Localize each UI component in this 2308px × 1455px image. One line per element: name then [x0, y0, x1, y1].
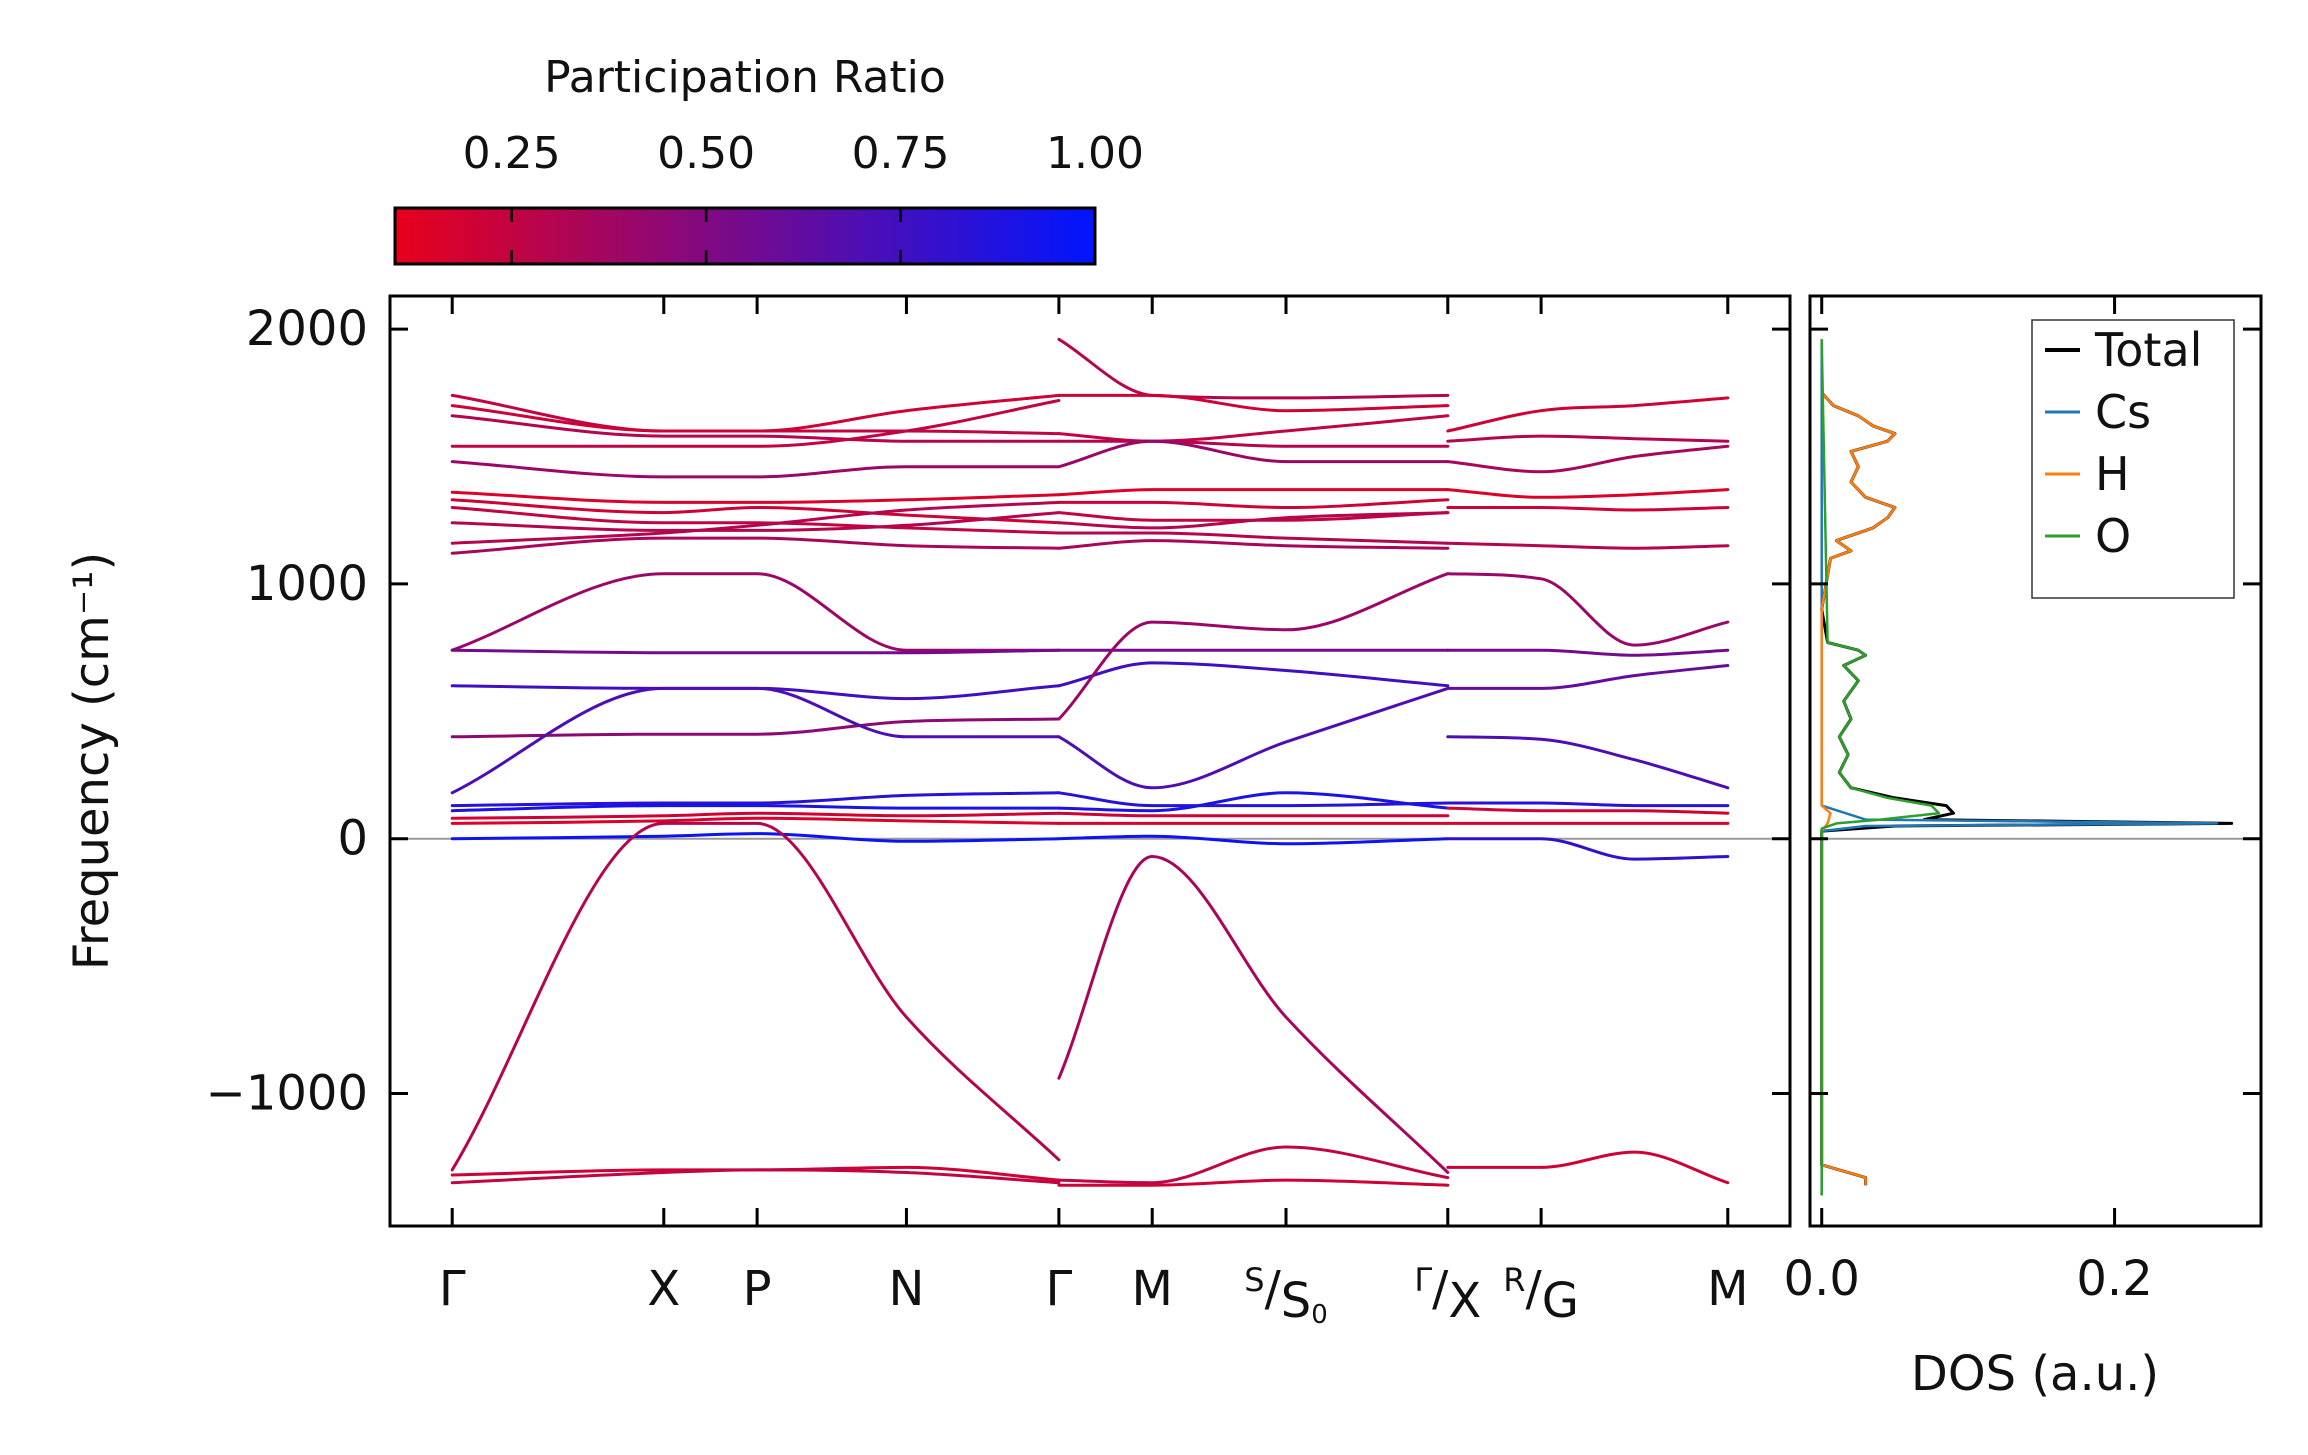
- phonon-bands: [450, 337, 1730, 1187]
- legend-label: O: [2095, 509, 2131, 563]
- phonon-band: [1057, 1178, 1450, 1187]
- y-tick-label: 1000: [246, 556, 368, 612]
- phonon-band: [1057, 393, 1450, 413]
- dos-curves: [1820, 339, 2234, 1196]
- phonon-band: [1057, 498, 1450, 510]
- phonon-band: [1057, 791, 1450, 813]
- colorbar: Participation Ratio 0.25 0.50 0.75 1.00: [393, 52, 1144, 266]
- phonon-band: [1446, 572, 1730, 647]
- phonon-band: [450, 791, 1061, 808]
- phonon-band: [1446, 806, 1730, 815]
- phonon-band: [1446, 801, 1730, 808]
- kpoint-label: Γ/X: [1414, 1261, 1481, 1329]
- phonon-band: [1057, 439, 1450, 448]
- legend-label: Cs: [2095, 385, 2151, 439]
- phonon-band: [450, 500, 1061, 545]
- phonon-band: [1057, 511, 1450, 530]
- kpoint-label: X: [647, 1261, 680, 1317]
- phonon-band: [1446, 648, 1730, 657]
- colorbar-title: Participation Ratio: [544, 52, 946, 103]
- phonon-band: [450, 821, 1061, 1172]
- frequency-axis-ticks: −1000 0 1000 2000: [206, 301, 1790, 1122]
- phonon-band: [1446, 541, 1730, 550]
- phonon-band: [450, 572, 1061, 652]
- legend-label: Total: [2094, 323, 2202, 377]
- phonon-band: [1057, 337, 1450, 400]
- phonon-band: [450, 460, 1061, 479]
- phonon-band: [1446, 396, 1730, 433]
- colorbar-tick-label: 0.25: [463, 128, 561, 179]
- kpoint-label: P: [743, 1261, 772, 1317]
- phonon-band: [450, 816, 1061, 825]
- phonon-band: [450, 536, 1061, 555]
- kpoint-label: M: [1707, 1261, 1748, 1317]
- y-tick-label: −1000: [206, 1066, 368, 1122]
- dos-axes-frame: [1808, 294, 2263, 1228]
- y-tick-label: 0: [337, 811, 368, 867]
- phonon-band: [1057, 811, 1450, 818]
- main-axes-frame: [388, 294, 1792, 1228]
- phonon-band: [1057, 531, 1450, 545]
- dos-panel: 0.0 0.2 DOS (a.u.) Total Cs HO: [1784, 294, 2263, 1402]
- phonon-band: [1057, 834, 1450, 846]
- phonon-band: [450, 811, 1061, 820]
- colorbar-gradient: [393, 206, 1097, 266]
- phonon-band: [450, 832, 1061, 843]
- kpoint-axis-ticks: Γ X P N Γ M S/S0 Γ/X R/G M: [439, 296, 1748, 1330]
- dos-axis-ticks: 0.0 0.2: [1784, 296, 2261, 1307]
- phonon-band: [450, 511, 1061, 532]
- colorbar-tick-label: 1.00: [1046, 128, 1144, 179]
- phonon-band: [1057, 854, 1450, 1174]
- phonon-band: [1057, 572, 1450, 721]
- colorbar-ticks: 0.25 0.50 0.75 1.00: [463, 128, 1144, 264]
- phonon-band: [1057, 539, 1450, 550]
- phonon-band: [1057, 511, 1450, 522]
- phonon-band: [1057, 686, 1450, 790]
- legend-frame: [2031, 319, 2235, 599]
- colorbar-tick-label: 0.50: [657, 128, 755, 179]
- phonon-band: [1057, 488, 1450, 497]
- phonon-band: [1057, 414, 1450, 443]
- band-structure-panel: −1000 0 1000 2000 Γ X P N Γ M S/S0 Γ/X R/G M Frequen…: [64, 294, 1792, 1330]
- phonon-band: [1057, 1145, 1450, 1185]
- phonon-band: [450, 506, 1061, 535]
- phonon-band: [1446, 488, 1730, 499]
- kpoint-label: S/S0: [1244, 1261, 1328, 1330]
- phonon-band: [450, 648, 1061, 655]
- phonon-band: [450, 490, 1061, 504]
- phonon-band: [450, 393, 1061, 433]
- phonon-band: [450, 399, 1061, 448]
- frequency-axis-label: Frequency (cm⁻¹): [64, 552, 120, 970]
- phonon-band: [1057, 791, 1450, 808]
- colorbar-tick-label: 0.75: [852, 128, 950, 179]
- phonon-band: [1446, 1150, 1730, 1185]
- phonon-band: [1446, 735, 1730, 790]
- phonon-band: [1446, 444, 1730, 474]
- phonon-band: [450, 686, 1061, 795]
- dos-x-tick-label: 0.0: [1784, 1251, 1860, 1307]
- phonon-band: [1446, 434, 1730, 443]
- dos-curve-o: [1820, 339, 1941, 1196]
- phonon-band: [450, 414, 1061, 443]
- dos-legend: Total Cs HO: [2031, 319, 2235, 599]
- phonon-band: [450, 717, 1061, 739]
- y-tick-label: 2000: [246, 301, 368, 357]
- kpoint-label: M: [1132, 1261, 1173, 1317]
- phonon-band: [1446, 505, 1730, 512]
- kpoint-label: N: [888, 1261, 924, 1317]
- legend-label: H: [2095, 447, 2130, 501]
- kpoint-label: R/G: [1503, 1261, 1579, 1329]
- phonon-band: [450, 804, 1061, 813]
- dos-axis-label: DOS (a.u.): [1911, 1346, 2159, 1402]
- phonon-band: [1446, 664, 1730, 690]
- phonon-band: [1446, 837, 1730, 861]
- dos-x-tick-label: 0.2: [2076, 1251, 2152, 1307]
- phonon-band: [1057, 661, 1450, 688]
- phonon-band: [1057, 439, 1450, 469]
- kpoint-label: Γ: [1046, 1261, 1073, 1317]
- phonon-band: [450, 498, 1061, 525]
- phonon-band: [450, 1168, 1061, 1185]
- kpoint-label: Γ: [439, 1261, 466, 1317]
